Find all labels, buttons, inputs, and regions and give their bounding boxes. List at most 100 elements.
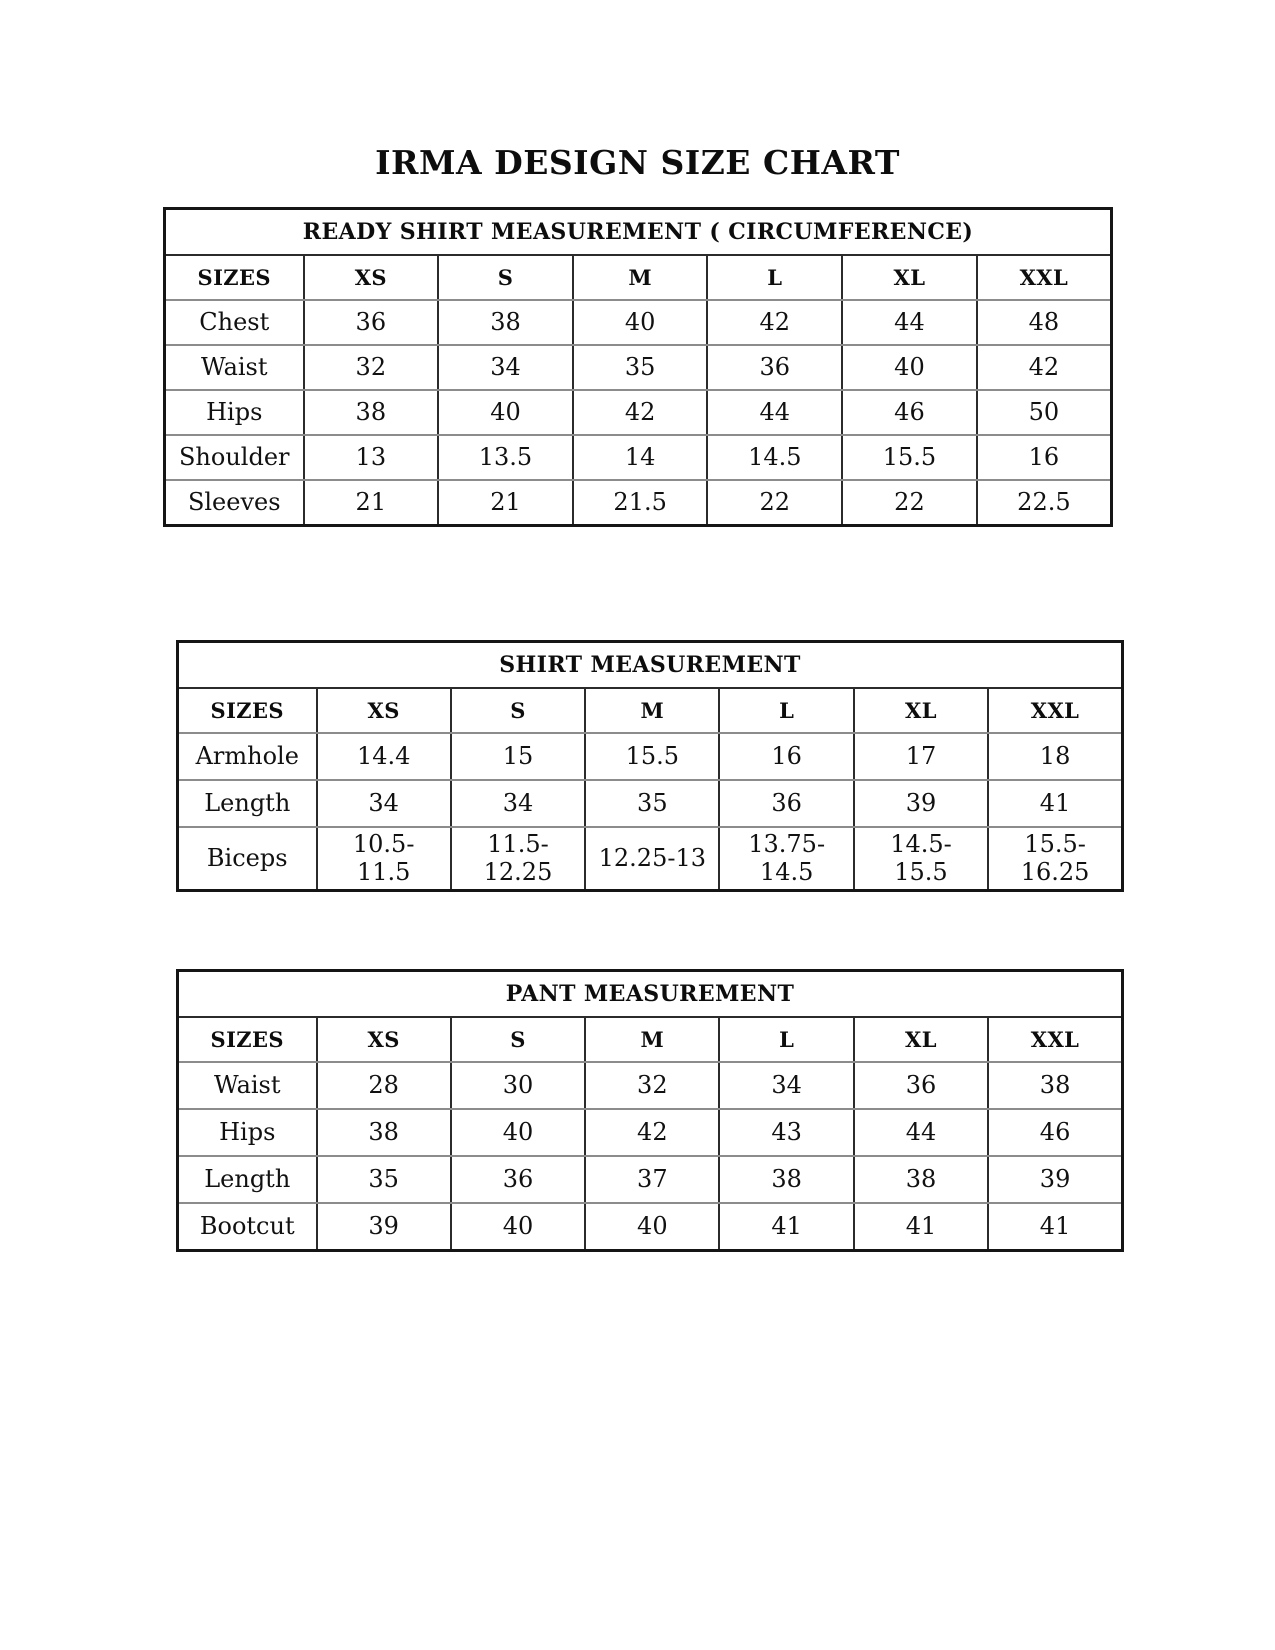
table-title: PANT MEASUREMENT (177, 969, 1123, 1018)
cell: 18 (987, 732, 1124, 781)
cell: 32 (302, 344, 440, 391)
cell: 34 (315, 779, 452, 828)
table-title: SHIRT MEASUREMENT (177, 640, 1123, 689)
row-label: Bootcut (176, 1202, 318, 1252)
cell: 14.5 (706, 434, 844, 481)
cell: 43 (718, 1108, 855, 1157)
column-header-sizes: SIZES (176, 1016, 318, 1063)
cell: 13.5 (437, 434, 574, 481)
cell: 39 (315, 1202, 452, 1252)
cell: 34 (718, 1061, 855, 1110)
table-row-waist: Waist 28 30 32 34 36 38 (176, 1061, 1124, 1110)
cell: 38 (302, 389, 440, 436)
cell: 42 (975, 344, 1113, 391)
table-header-row: READY SHIRT MEASUREMENT ( CIRCUMFERENCE) (164, 207, 1112, 256)
cell: 44 (706, 389, 844, 436)
cell: 12.25-13 (584, 825, 721, 892)
pant-measurement-table: PANT MEASUREMENT SIZES XS S M L XL XXL Waist 28 30… (176, 969, 1124, 1252)
row-label: Armhole (176, 732, 318, 781)
cell: 11.5- 12.25 (449, 825, 587, 892)
column-header-l: L (706, 254, 844, 301)
row-label: Shoulder (163, 434, 305, 481)
cell: 21 (437, 479, 574, 527)
column-header-m: M (584, 687, 721, 734)
cell: 34 (449, 779, 587, 828)
column-header-row: SIZES XS S M L XL XXL (163, 254, 1113, 301)
table-row-bootcut: Bootcut 39 40 40 41 41 41 (176, 1202, 1124, 1252)
column-header-l: L (718, 687, 855, 734)
page-title: IRMA DESIGN SIZE CHART (375, 143, 900, 182)
cell: 10.5- 11.5 (315, 825, 452, 892)
table-row-length: Length 35 36 37 38 38 39 (176, 1155, 1124, 1204)
table-header-row: SHIRT MEASUREMENT (177, 640, 1123, 689)
cell: 39 (987, 1155, 1124, 1204)
column-header-xxl: XXL (987, 1016, 1124, 1063)
table-row-waist: Waist 32 34 35 36 40 42 (163, 344, 1113, 391)
cell: 44 (841, 299, 978, 346)
column-header-xxl: XXL (987, 687, 1124, 734)
cell: 36 (718, 779, 855, 828)
table-row-biceps: Biceps 10.5- 11.5 11.5- 12.25 12.25-13 13.75… (176, 825, 1124, 892)
cell: 35 (584, 779, 721, 828)
column-header-l: L (718, 1016, 855, 1063)
column-header-sizes: SIZES (176, 687, 318, 734)
cell: 41 (852, 1202, 990, 1252)
cell: 28 (315, 1061, 452, 1110)
cell: 40 (571, 299, 709, 346)
cell: 14.5- 15.5 (852, 825, 990, 892)
row-label: Waist (176, 1061, 318, 1110)
cell: 42 (571, 389, 709, 436)
cell: 40 (437, 389, 574, 436)
row-label: Chest (163, 299, 305, 346)
column-header-xl: XL (852, 1016, 990, 1063)
column-header-xs: XS (302, 254, 440, 301)
cell: 40 (584, 1202, 721, 1252)
cell: 36 (449, 1155, 587, 1204)
cell: 38 (315, 1108, 452, 1157)
cell: 38 (718, 1155, 855, 1204)
cell: 22 (841, 479, 978, 527)
table-row-hips: Hips 38 40 42 44 46 50 (163, 389, 1113, 436)
cell: 35 (571, 344, 709, 391)
cell: 40 (841, 344, 978, 391)
row-label: Length (176, 779, 318, 828)
cell: 13.75- 14.5 (718, 825, 855, 892)
ready-shirt-measurement-circumference-table: READY SHIRT MEASUREMENT ( CIRCUMFERENCE)… (163, 207, 1113, 527)
cell: 38 (987, 1061, 1124, 1110)
cell: 42 (706, 299, 844, 346)
cell: 13 (302, 434, 440, 481)
column-header-s: S (449, 1016, 587, 1063)
table-row-length: Length 34 34 35 36 39 41 (176, 779, 1124, 828)
cell: 38 (852, 1155, 990, 1204)
column-header-m: M (571, 254, 709, 301)
cell: 41 (987, 779, 1124, 828)
column-header-s: S (449, 687, 587, 734)
column-header-xs: XS (315, 687, 452, 734)
row-label: Waist (163, 344, 305, 391)
cell: 15.5 (584, 732, 721, 781)
column-header-xl: XL (852, 687, 990, 734)
column-header-row: SIZES XS S M L XL XXL (176, 687, 1124, 734)
cell: 36 (302, 299, 440, 346)
cell: 40 (449, 1202, 587, 1252)
column-header-s: S (437, 254, 574, 301)
cell: 36 (706, 344, 844, 391)
shirt-measurement-table: SHIRT MEASUREMENT SIZES XS S M L XL XXL Armhole 1… (176, 640, 1124, 892)
cell: 16 (718, 732, 855, 781)
cell: 46 (987, 1108, 1124, 1157)
cell: 17 (852, 732, 990, 781)
row-label: Hips (176, 1108, 318, 1157)
table-row-shoulder: Shoulder 13 13.5 14 14.5 15.5 16 (163, 434, 1113, 481)
table-row-hips: Hips 38 40 42 43 44 46 (176, 1108, 1124, 1157)
row-label: Sleeves (163, 479, 305, 527)
cell: 22 (706, 479, 844, 527)
cell: 46 (841, 389, 978, 436)
table-row-sleeves: Sleeves 21 21 21.5 22 22 22.5 (163, 479, 1113, 527)
cell: 32 (584, 1061, 721, 1110)
cell: 14 (571, 434, 709, 481)
row-label: Biceps (176, 825, 318, 892)
column-header-sizes: SIZES (163, 254, 305, 301)
table-header-row: PANT MEASUREMENT (177, 969, 1123, 1018)
cell: 30 (449, 1061, 587, 1110)
cell: 15.5 (841, 434, 978, 481)
